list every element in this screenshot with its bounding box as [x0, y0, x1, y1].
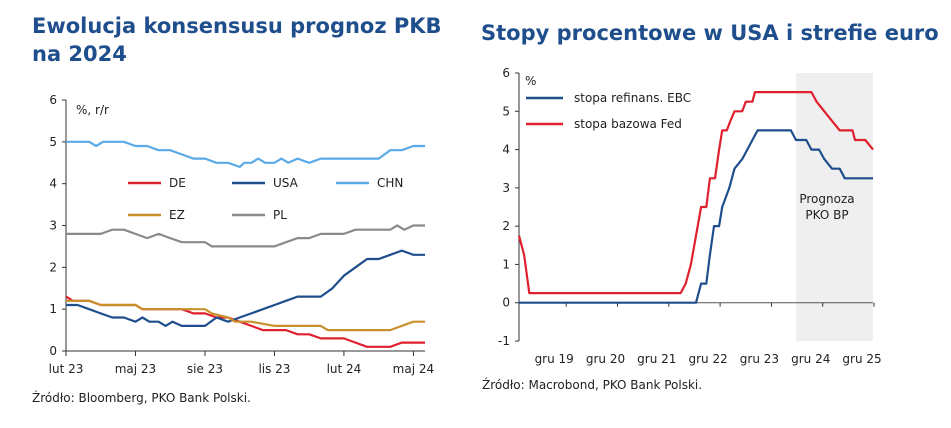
right-x-tick-label: gru 19 [535, 352, 574, 366]
right-y-tick-label: 0 [502, 296, 510, 310]
left-unit-label: %, r/r [76, 103, 109, 117]
right-y-tick-label: -1 [498, 334, 510, 348]
series-line-stopa-bazowa-fed [517, 91, 874, 295]
series-line-chn [66, 140, 425, 168]
left-x-tick-label: lis 23 [258, 362, 290, 376]
left-x-tick-label: lut 24 [327, 362, 362, 376]
right-x-tick-label: gru 24 [791, 352, 830, 366]
gdp-consensus-chart: 0 1 2 3 4 5 6 lut 23 maj 23 sie 23 lis 23 lut 24 maj… [49, 93, 435, 376]
left-x-tick-label: maj 23 [115, 362, 156, 376]
right-x-tick-label: gru 21 [637, 352, 676, 366]
series-line-pl [66, 224, 425, 248]
right-y-tick-label: 3 [502, 181, 510, 195]
right-x-tick-label: gru 22 [688, 352, 727, 366]
legend-label-pl: PL [273, 208, 287, 222]
right-y-tick-label: 2 [502, 219, 510, 233]
left-chart-title: Ewolucja konsensusu prognoz PKB na 2024 [32, 14, 442, 66]
forecast-label-line2: PKO BP [805, 208, 848, 222]
left-y-tick-label: 4 [49, 177, 57, 191]
left-y-tick-label: 6 [49, 93, 57, 107]
left-chart-source: Źródło: Bloomberg, PKO Bank Polski. [32, 391, 251, 405]
left-y-tick-label: 3 [49, 219, 57, 233]
series-line-usa [66, 249, 425, 327]
right-x-tick-label: gru 25 [842, 352, 881, 366]
forecast-region [796, 73, 873, 341]
series-line-ez [66, 299, 425, 332]
right-x-tick-label: gru 20 [586, 352, 625, 366]
legend-label-chn: CHN [377, 176, 403, 190]
left-y-tick-label: 2 [49, 260, 57, 274]
right-x-tick-label: gru 23 [740, 352, 779, 366]
legend-label-ez: EZ [169, 208, 185, 222]
legend-label-usa: USA [273, 176, 299, 190]
left-x-tick-label: lut 23 [49, 362, 84, 376]
right-chart-source: Źródło: Macrobond, PKO Bank Polski. [482, 378, 703, 392]
legend-label-de: DE [169, 176, 186, 190]
legend-label-stopa-refinans-ebc: stopa refinans. EBC [574, 91, 691, 105]
series-line-stopa-refinans-ebc [519, 129, 873, 304]
left-y-tick-label: 5 [49, 135, 57, 149]
right-y-tick-label: 4 [502, 143, 510, 157]
right-y-tick-label: 1 [502, 257, 510, 271]
right-y-tick-label: 5 [502, 104, 510, 118]
left-y-tick-label: 0 [49, 344, 57, 358]
right-chart-title: Stopy procentowe w USA i strefie euro [481, 21, 939, 45]
forecast-label-line1: Prognoza [799, 192, 854, 206]
legend-label-stopa-bazowa-fed: stopa bazowa Fed [574, 117, 682, 131]
left-x-tick-label: sie 23 [187, 362, 223, 376]
left-x-tick-label: maj 24 [393, 362, 434, 376]
right-y-tick-label: 6 [502, 66, 510, 80]
interest-rates-chart: -1 0 1 2 3 4 5 6 gru 19 gru 20 gru 21 gru 22 gru 23 g… [498, 66, 882, 366]
right-unit-label: % [525, 74, 536, 88]
left-y-tick-label: 1 [49, 302, 57, 316]
